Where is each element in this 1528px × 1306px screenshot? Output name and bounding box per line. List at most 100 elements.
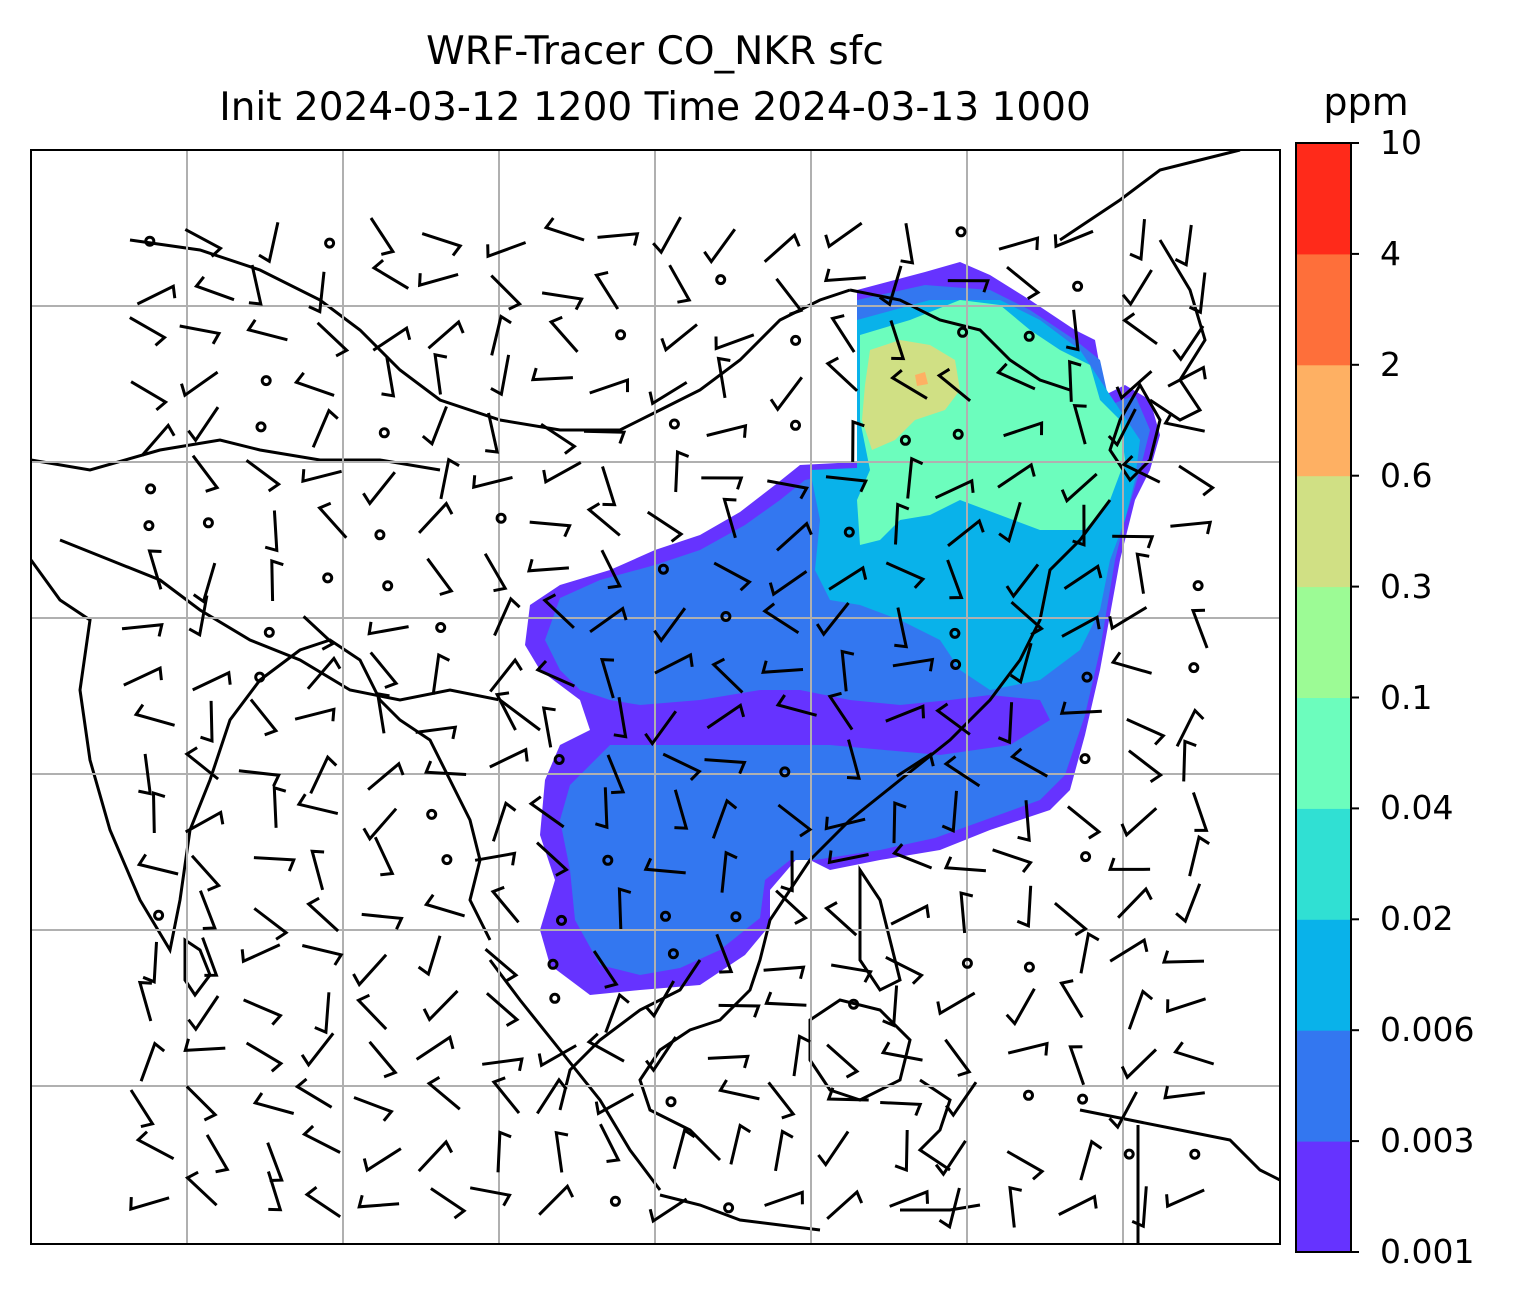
wind-barb bbox=[530, 367, 573, 382]
wind-barb bbox=[592, 950, 619, 989]
colorbar-tick-label: 0.006 bbox=[1380, 1010, 1475, 1050]
wind-barb bbox=[1121, 455, 1161, 484]
wind-barb bbox=[490, 274, 523, 311]
wind-barb bbox=[485, 412, 500, 454]
coastline-east-china bbox=[808, 499, 1112, 862]
coastline-java bbox=[659, 1193, 821, 1232]
wind-barb bbox=[367, 621, 409, 636]
coastline-indochina bbox=[638, 859, 812, 1162]
wind-barb bbox=[718, 1003, 761, 1018]
wind-barb bbox=[936, 367, 972, 402]
wind-barb bbox=[947, 279, 990, 293]
wind-barb bbox=[706, 423, 748, 438]
wind-barb bbox=[129, 1089, 155, 1129]
calm-wind-marker bbox=[556, 914, 567, 926]
coastline-india bbox=[31, 559, 382, 955]
calm-wind-marker bbox=[549, 992, 561, 1004]
wind-barb bbox=[763, 232, 801, 263]
colorbar-tick-label: 0.001 bbox=[1380, 1232, 1475, 1271]
wind-barb bbox=[701, 476, 744, 490]
wind-barb bbox=[417, 935, 442, 977]
wind-barb bbox=[767, 1081, 796, 1120]
wind-barb bbox=[1016, 885, 1033, 928]
wind-barb bbox=[1126, 718, 1166, 746]
wind-barb bbox=[1173, 1041, 1215, 1066]
wind-barb bbox=[714, 333, 755, 351]
wind-barb bbox=[535, 659, 576, 688]
wind-barb bbox=[1191, 792, 1209, 832]
wind-barb bbox=[1167, 365, 1207, 388]
wind-barb bbox=[543, 217, 585, 242]
calm-wind-marker bbox=[145, 483, 157, 495]
calm-wind-marker bbox=[952, 428, 964, 440]
wind-barb bbox=[1010, 600, 1045, 636]
calm-wind-marker bbox=[665, 1096, 677, 1108]
wind-barb bbox=[542, 461, 582, 485]
wind-barb bbox=[1007, 1041, 1049, 1056]
wind-barb bbox=[1003, 421, 1044, 438]
wind-barb bbox=[652, 216, 682, 255]
wind-barb bbox=[490, 314, 512, 356]
wind-barb bbox=[1129, 218, 1146, 262]
wind-barb bbox=[729, 1123, 752, 1165]
wind-barb bbox=[1172, 325, 1205, 362]
wind-barb bbox=[415, 725, 458, 740]
coastline-timor bbox=[900, 1203, 981, 1212]
wind-barb bbox=[527, 558, 570, 573]
wind-barb bbox=[824, 221, 863, 249]
wind-barb bbox=[375, 691, 390, 734]
calm-wind-marker bbox=[723, 1202, 735, 1214]
wind-barb bbox=[1165, 1188, 1205, 1209]
wind-barb bbox=[934, 478, 975, 500]
wind-barb bbox=[135, 1130, 175, 1161]
wind-barb bbox=[439, 457, 460, 500]
calm-wind-marker bbox=[779, 766, 791, 778]
wind-barb bbox=[316, 321, 350, 358]
calm-wind-marker bbox=[1077, 1093, 1089, 1105]
wind-barb bbox=[1107, 857, 1151, 871]
wind-barb bbox=[490, 885, 520, 924]
wind-barb bbox=[1068, 1045, 1086, 1086]
coastline-korea-japan bbox=[1108, 381, 1162, 483]
wind-barb bbox=[1110, 651, 1153, 675]
calm-wind-marker bbox=[715, 274, 727, 286]
colorbar-segment bbox=[1296, 1141, 1351, 1253]
colorbar-tick-label: 2 bbox=[1380, 344, 1401, 384]
map-frame bbox=[30, 149, 1281, 1245]
wind-barb bbox=[483, 552, 508, 593]
wind-barb bbox=[372, 325, 412, 352]
wind-barb bbox=[594, 787, 609, 830]
wind-barb bbox=[362, 807, 398, 842]
wind-barb bbox=[944, 1038, 972, 1077]
wind-barb bbox=[959, 891, 974, 934]
wind-barb bbox=[192, 670, 232, 692]
wind-barb bbox=[1166, 997, 1207, 1014]
wind-barb bbox=[792, 1034, 811, 1077]
wind-barb bbox=[352, 953, 388, 988]
wind-barb bbox=[668, 264, 692, 304]
wind-barb bbox=[935, 702, 971, 736]
wind-barb bbox=[528, 795, 565, 829]
calm-wind-marker bbox=[255, 421, 267, 433]
wind-barb bbox=[711, 798, 738, 839]
wind-barb bbox=[187, 995, 220, 1032]
colorbar-segment bbox=[1296, 143, 1351, 255]
wind-barb bbox=[711, 657, 744, 694]
wind-barb bbox=[309, 754, 338, 795]
wind-barb bbox=[266, 1171, 283, 1212]
wind-barb bbox=[938, 1187, 961, 1230]
wind-barb bbox=[361, 912, 404, 930]
wind-barb bbox=[472, 475, 513, 490]
calm-wind-marker bbox=[382, 580, 394, 592]
wind-barb bbox=[264, 510, 279, 553]
wind-barb bbox=[314, 992, 331, 1035]
calm-wind-marker bbox=[202, 517, 214, 529]
wind-barb bbox=[891, 843, 933, 870]
wind-barb bbox=[815, 601, 850, 637]
wind-barb bbox=[769, 376, 803, 412]
wind-barb bbox=[1108, 606, 1148, 631]
wind-barb bbox=[489, 657, 523, 693]
wind-barb bbox=[293, 371, 335, 397]
border-himalaya bbox=[59, 538, 541, 732]
calm-wind-marker bbox=[848, 998, 860, 1010]
